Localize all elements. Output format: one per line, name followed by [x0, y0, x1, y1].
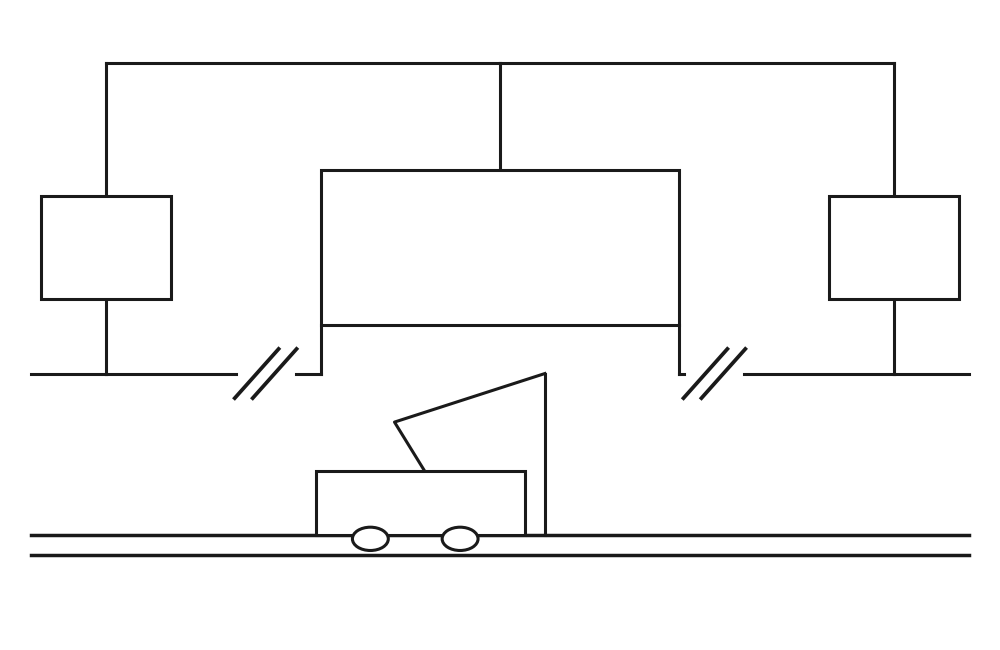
Bar	[829, 196, 959, 299]
Bar	[41, 196, 171, 299]
Circle shape	[442, 527, 478, 551]
Bar	[320, 170, 679, 325]
Circle shape	[352, 527, 388, 551]
Bar	[316, 471, 525, 536]
